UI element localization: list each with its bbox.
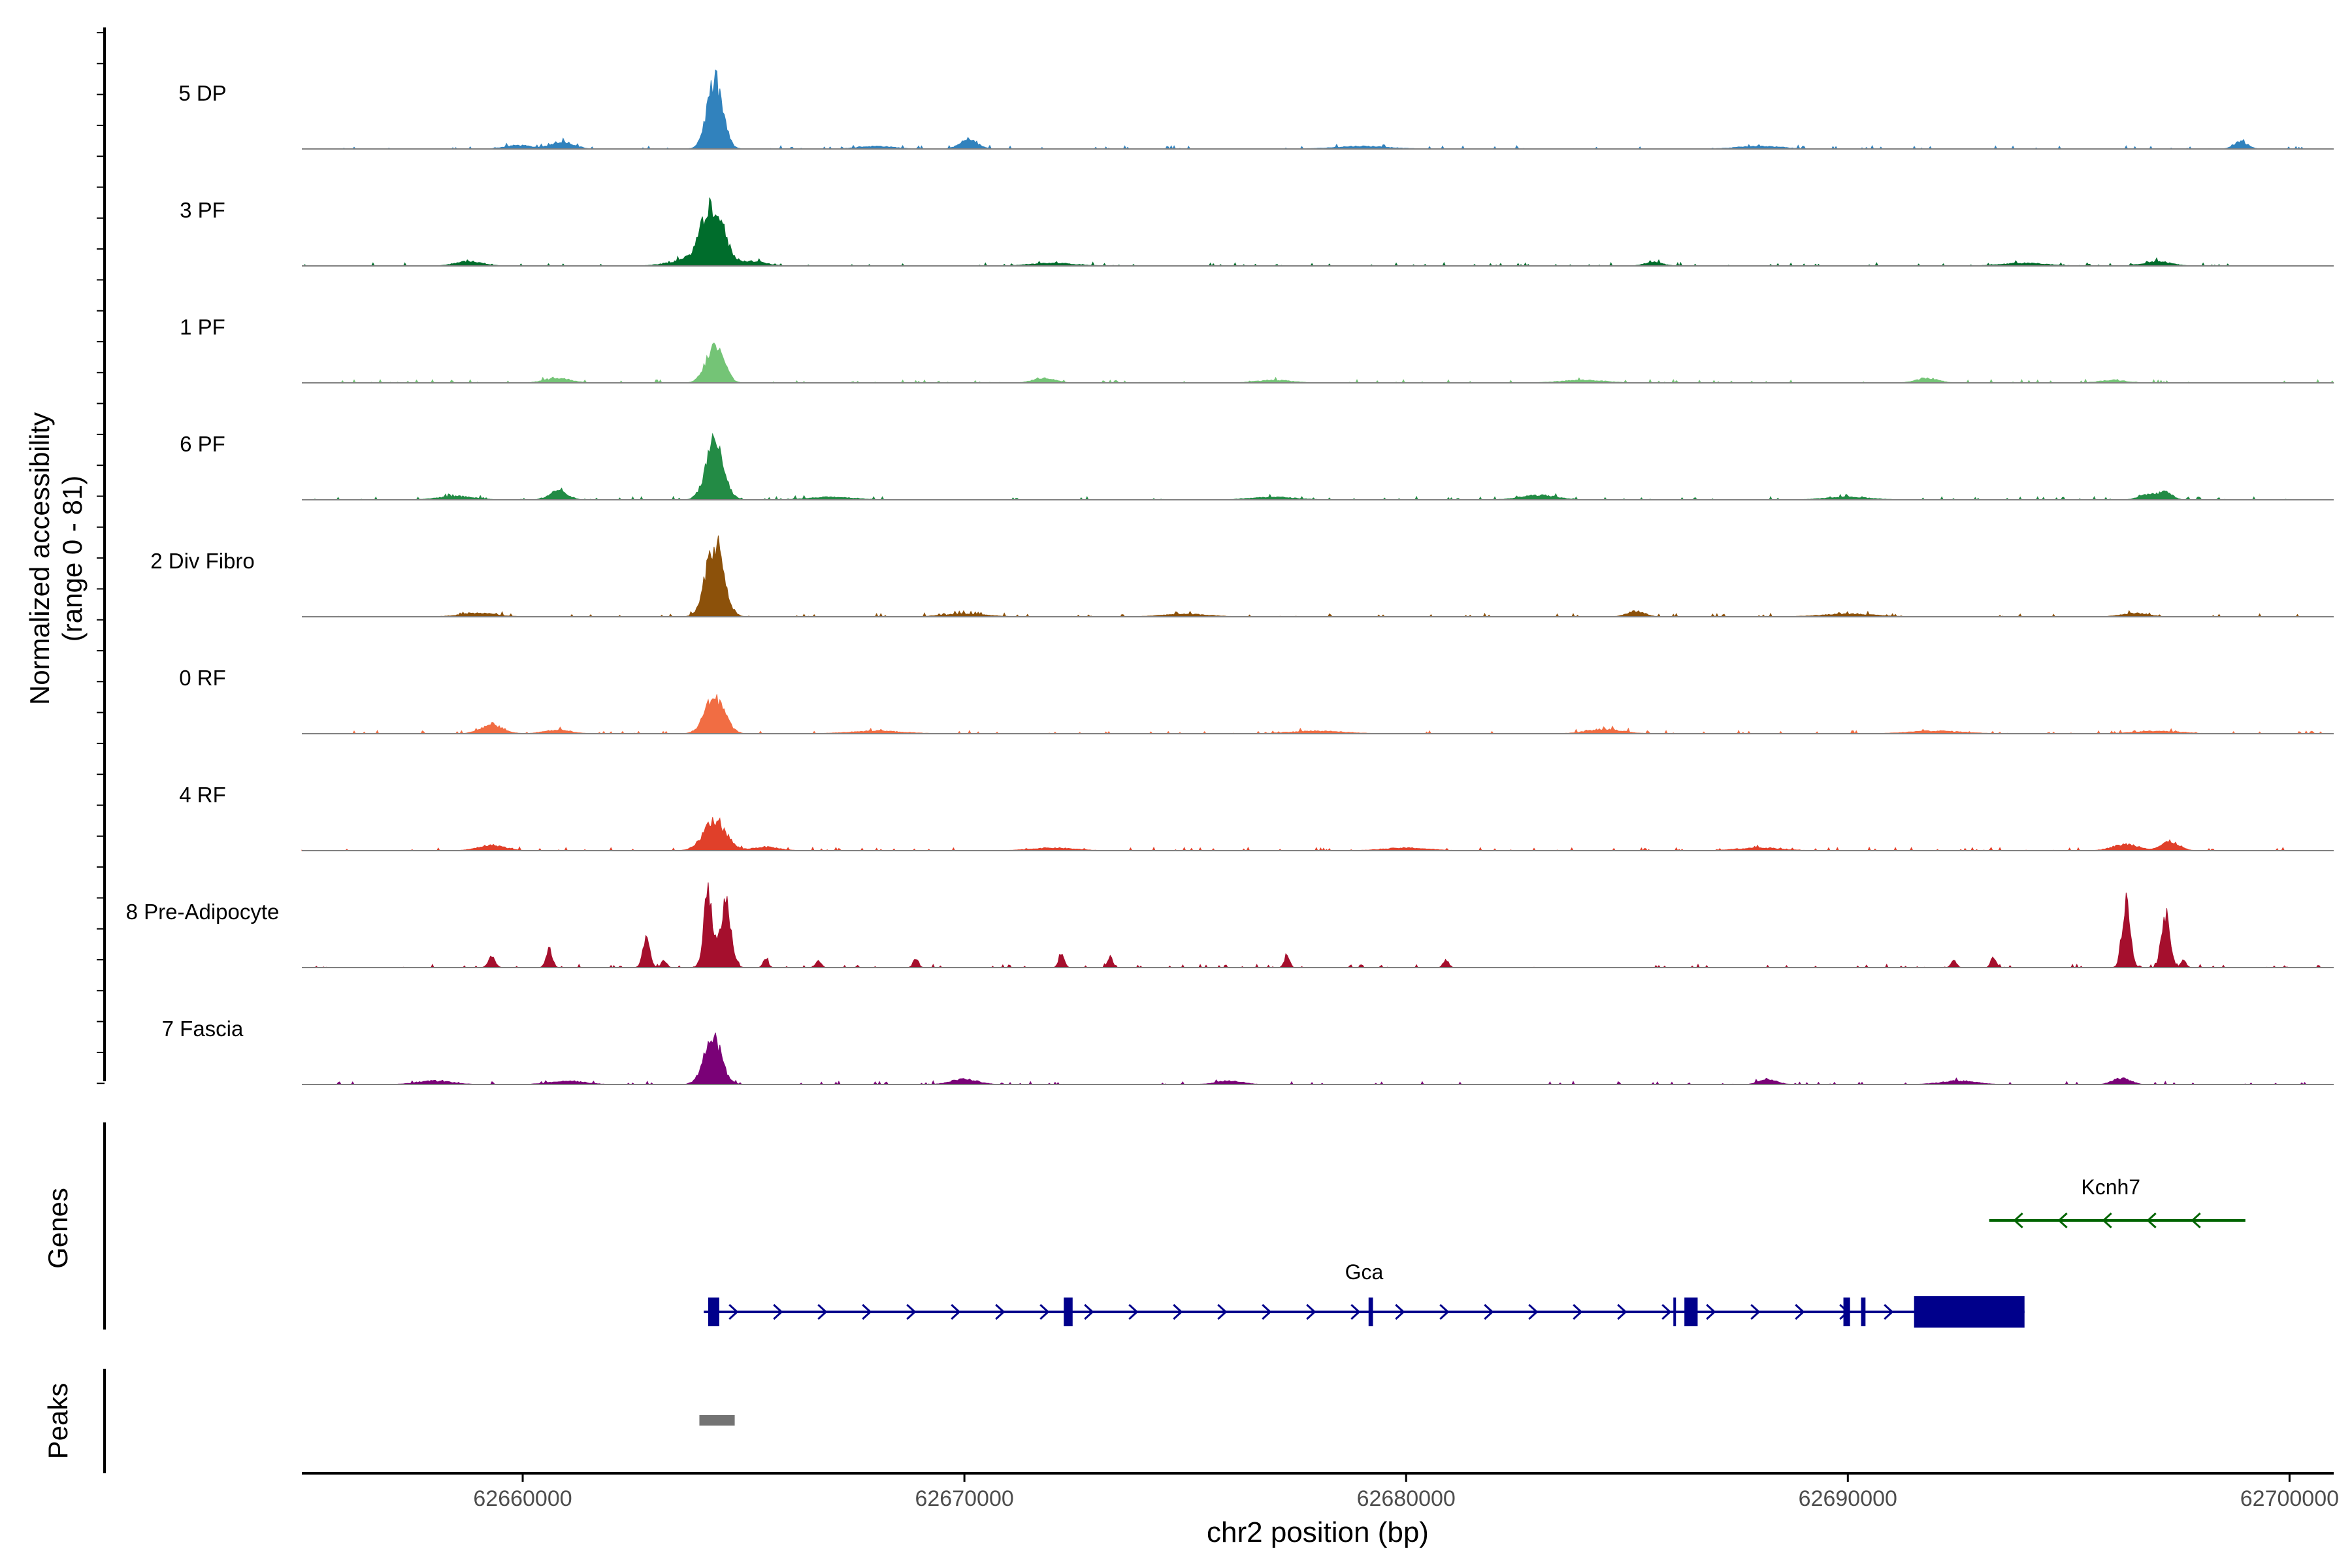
tracks: 5 DP 3 PF 1 PF 6 PF 2 Div Fibro 0 RF 4 RF 8 Pre… [126,69,2335,1086]
strand-arrow [773,1303,783,1320]
strand-arrow [1306,1303,1316,1320]
strand-arrow [1661,1303,1672,1320]
coverage-area [302,342,2335,384]
track-label: 6 PF [180,432,225,456]
x-axis-label: chr2 position (bp) [1207,1516,1429,1548]
strand-arrow [2146,1212,2157,1229]
strand-arrow [995,1303,1005,1320]
exon [1861,1298,1866,1326]
strand-arrow [817,1303,828,1320]
gene-label: Kcnh7 [2081,1175,2140,1199]
y-axis-label-line2: (range 0 - 81) [57,476,88,642]
track-label: 2 Div Fibro [150,549,255,573]
exon [1843,1298,1850,1326]
track-label: 8 Pre-Adipocyte [126,900,280,924]
coverage-area [302,694,2334,735]
strand-arrow [1795,1303,1805,1320]
strand-arrow [1173,1303,1183,1320]
exon [1684,1298,1698,1326]
track-label: 5 DP [178,81,226,105]
strand-arrow [1439,1303,1450,1320]
coverage-area [302,882,2334,968]
strand-arrow [1750,1303,1761,1320]
track-label: 7 Fascia [162,1017,244,1041]
coverage-area [301,817,2334,852]
track-3-pf: 3 PF [180,197,2334,267]
track-label: 0 RF [179,666,226,690]
exon [1673,1298,1676,1326]
left-axes [97,27,106,1473]
track-label: 4 RF [179,783,226,807]
x-tick-label: 62690000 [1799,1486,1897,1511]
strand-arrow [1128,1303,1139,1320]
track-1-pf: 1 PF [180,315,2335,384]
strand-arrow [1039,1303,1050,1320]
strand-arrow [2013,1212,2023,1229]
strand-arrow [1262,1303,1272,1320]
strand-arrow [1084,1303,1094,1320]
x-tick-label: 62680000 [1357,1486,1456,1511]
peak-region [699,1415,735,1426]
x-tick-label: 62670000 [915,1486,1013,1511]
strand-arrow [2057,1212,2068,1229]
track-4-rf: 4 RF [179,783,2334,852]
strand-arrow [2191,1212,2201,1229]
coverage-area [302,197,2334,267]
coverage-area [302,433,2334,500]
strand-arrow [1573,1303,1583,1320]
track-5-dp: 5 DP [178,69,2334,150]
strand-arrow [1395,1303,1405,1320]
coverage-area [302,1032,2334,1086]
gene-kcnh7: Kcnh7 [1989,1175,2246,1229]
track-7-fascia: 7 Fascia [162,1017,2334,1086]
strand-arrow [1217,1303,1228,1320]
strand-arrow [2102,1212,2112,1229]
track-2-div-fibro: 2 Div Fibro [150,535,2334,618]
coverage-area [302,69,2334,150]
strand-arrow [951,1303,961,1320]
strand-arrow [1484,1303,1494,1320]
strand-arrow [862,1303,872,1320]
genes-label: Genes [42,1188,73,1269]
x-tick-label: 62660000 [473,1486,572,1511]
exon [1368,1298,1373,1326]
coverage-area [302,535,2334,618]
strand-arrow [1528,1303,1539,1320]
track-label: 3 PF [180,198,225,222]
peak-track [699,1415,735,1426]
x-axis: 62660000 62670000 62680000 62690000 62700000 [302,1472,2339,1511]
track-8-pre-adipocyte: 8 Pre-Adipocyte [126,882,2334,968]
strand-arrow [906,1303,917,1320]
peaks-label: Peaks [42,1383,73,1460]
exon [1064,1298,1073,1326]
strand-arrow [1884,1303,1894,1320]
x-tick-label: 62700000 [2240,1486,2339,1511]
exon [1914,1296,2025,1328]
track-6-pf: 6 PF [180,432,2334,500]
strand-arrow [1617,1303,1627,1320]
exon [708,1298,719,1326]
y-axis-label-line1: Normalized accessibility [24,412,55,705]
track-label: 1 PF [180,315,225,339]
gene-label: Gca [1345,1260,1384,1284]
gene-track: Gca Kcnh7 [704,1175,2246,1328]
strand-arrow [1350,1303,1361,1320]
track-0-rf: 0 RF [179,666,2334,735]
strand-arrow [1706,1303,1716,1320]
strand-arrow [728,1303,739,1320]
gene-gca: Gca [704,1260,2025,1328]
